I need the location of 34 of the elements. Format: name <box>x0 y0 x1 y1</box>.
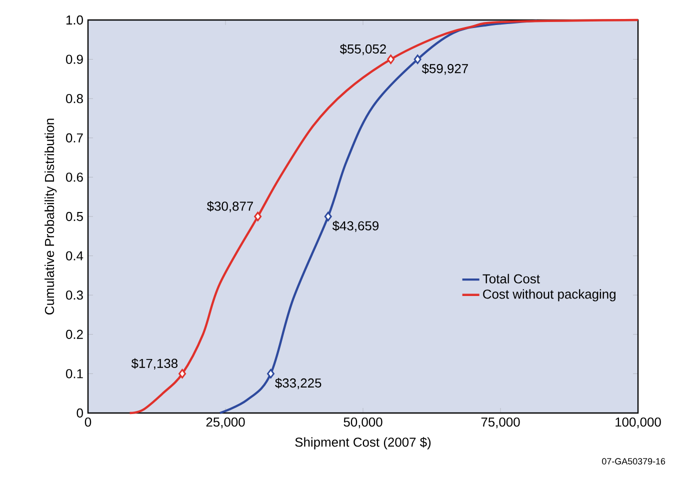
x-axis-title: Shipment Cost (2007 $) <box>295 437 431 450</box>
y-tick-label: 0.4 <box>66 251 84 260</box>
y-tick-label: 0.3 <box>66 290 83 300</box>
x-tick-label: 25,000 <box>206 418 245 428</box>
y-tick-label: 0.7 <box>66 133 83 142</box>
legend-label: Cost without packaging <box>483 289 616 302</box>
x-tick-label: 0 <box>84 418 92 427</box>
annotation: $17,138 <box>131 358 178 370</box>
text: 07-GA50379-16 <box>602 458 666 464</box>
annotation: $59,927 <box>422 63 468 75</box>
annotation: $55,052 <box>340 44 386 56</box>
y-axis-title: Cumulative Probability Distribution <box>44 118 57 314</box>
x-tick-label: 50,000 <box>344 418 382 428</box>
point <box>387 54 395 64</box>
y-tick-label: 0.8 <box>66 94 83 104</box>
point <box>178 368 186 378</box>
point <box>414 54 422 64</box>
legend-label: Total Cost <box>482 274 540 284</box>
annotation: $33,225 <box>275 378 322 390</box>
y-tick-label: 0.2 <box>66 330 83 339</box>
y-tick-label: 0.9 <box>66 54 83 64</box>
point <box>254 212 262 222</box>
y-tick-label: 0 <box>76 408 83 418</box>
y-tick-label: 0.1 <box>66 369 83 378</box>
line-series <box>128 18 640 414</box>
x-tick-label: 100,000 <box>616 418 661 428</box>
annotation: $43,659 <box>332 220 379 232</box>
annotation: $30,877 <box>206 201 253 212</box>
point <box>324 212 332 222</box>
y-tick-label: 1.0 <box>66 15 83 25</box>
y-tick-label: 0.5 <box>66 212 83 222</box>
x-tick-label: 75,000 <box>481 418 520 428</box>
point <box>267 368 274 378</box>
y-tick-label: 0.6 <box>66 172 83 182</box>
